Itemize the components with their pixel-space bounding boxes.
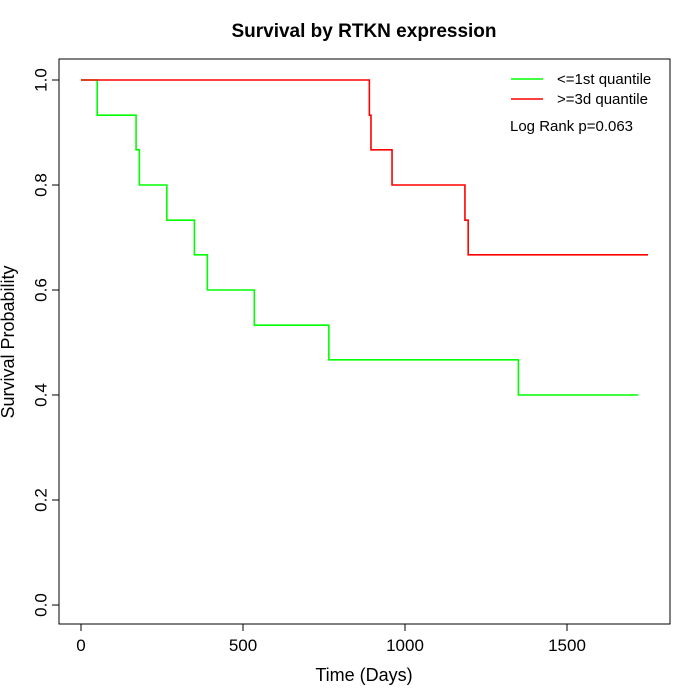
series-line-0	[81, 79, 639, 396]
y-tick-label: 0.8	[32, 173, 51, 197]
x-tick-label: 1000	[386, 636, 424, 655]
x-axis: 0 500 1000 1500	[76, 623, 586, 655]
legend-label: >=3d quantile	[557, 91, 648, 108]
plot-frame	[58, 58, 671, 625]
log-rank-annotation: Log Rank p=0.063	[510, 118, 633, 135]
legend: <=1st quantile >=3d quantile	[511, 71, 651, 108]
y-tick-label: 0.0	[32, 593, 51, 617]
y-tick-label: 1.0	[32, 68, 51, 92]
series-layer	[81, 79, 648, 396]
y-tick-label: 0.2	[32, 488, 51, 512]
series-line-1	[81, 79, 648, 256]
y-tick-label: 0.6	[32, 278, 51, 302]
x-tick-label: 0	[76, 636, 85, 655]
y-axis-label: Survival Probability	[0, 265, 18, 418]
x-tick-label: 500	[229, 636, 257, 655]
x-axis-label: Time (Days)	[315, 665, 412, 685]
legend-label: <=1st quantile	[557, 71, 651, 88]
x-tick-label: 1500	[548, 636, 586, 655]
y-tick-label: 0.4	[32, 383, 51, 407]
chart-title: Survival by RTKN expression	[231, 21, 496, 42]
y-axis: 0.0 0.2 0.4 0.6 0.8 1.0	[32, 68, 60, 617]
